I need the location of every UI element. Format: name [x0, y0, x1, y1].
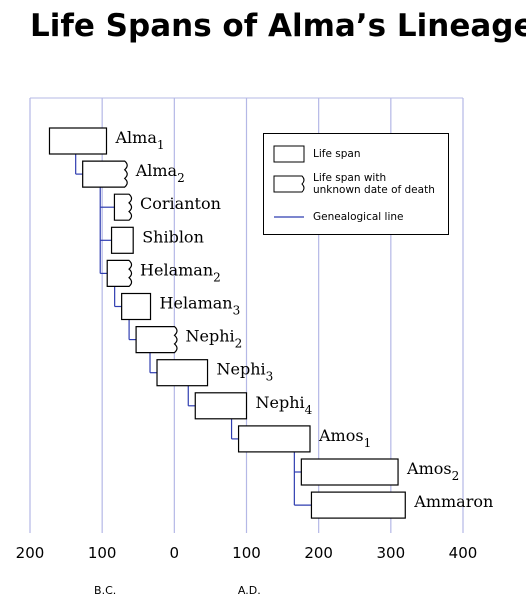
- person-name: Helaman: [140, 260, 213, 279]
- person-name: Shiblon: [142, 227, 204, 246]
- legend: Life span Life span with unknown date of…: [263, 133, 449, 235]
- genealogy: [75, 154, 312, 506]
- legend-swatch: [273, 175, 305, 193]
- life-span-bar: [194, 392, 248, 420]
- life-span-bar: [135, 326, 178, 354]
- person-label: Amos1: [318, 426, 371, 450]
- legend-label: Genealogical line: [313, 211, 404, 223]
- x-tick-label: 0: [170, 544, 180, 562]
- life-span-bar: [82, 160, 128, 188]
- era-label: B.C.: [94, 584, 116, 597]
- person-subscript: 2: [452, 469, 460, 483]
- person-name: Nephi: [256, 393, 305, 412]
- legend-swatch: [273, 145, 305, 163]
- person-subscript: 2: [235, 337, 243, 351]
- person-label: Amos2: [406, 459, 459, 483]
- life-span-bar: [48, 127, 108, 155]
- person-label: Nephi2: [185, 327, 242, 351]
- person-subscript: 2: [177, 171, 185, 185]
- life-span-bar: [106, 259, 133, 287]
- person-name: Nephi: [217, 360, 266, 379]
- x-tick-label: 100: [88, 544, 117, 562]
- x-tick-label: 400: [449, 544, 478, 562]
- person-name: Alma: [114, 128, 157, 147]
- person-label: Corianton: [140, 194, 221, 213]
- life-span-bar: [121, 292, 152, 321]
- legend-label: Life span with unknown date of death: [313, 172, 435, 196]
- x-tick-label: 200: [16, 544, 45, 562]
- era-label: A.D.: [238, 584, 261, 597]
- person-label: Nephi4: [256, 393, 313, 417]
- person-name: Amos: [318, 426, 364, 445]
- life-span-bar: [237, 425, 311, 453]
- person-name: Alma: [135, 161, 178, 180]
- life-span-bar: [113, 193, 133, 221]
- person-label: Helaman3: [160, 294, 241, 318]
- legend-label: Life span: [313, 148, 361, 160]
- x-tick-label: 300: [377, 544, 406, 562]
- person-label: Nephi3: [217, 360, 274, 384]
- chart-title: Life Spans of Alma’s Lineage: [30, 8, 526, 44]
- life-span-bar: [110, 226, 134, 254]
- person-subscript: 2: [213, 270, 221, 284]
- person-subscript: 4: [305, 403, 313, 417]
- person-label: Alma2: [135, 161, 185, 185]
- person-name: Corianton: [140, 194, 221, 213]
- person-name: Amos: [406, 459, 452, 478]
- person-subscript: 3: [266, 370, 274, 384]
- life-span-bar: [300, 458, 399, 486]
- x-tick-label: 200: [304, 544, 333, 562]
- person-name: Helaman: [160, 294, 233, 313]
- person-label: Helaman2: [140, 260, 221, 284]
- person-label: Shiblon: [142, 227, 204, 246]
- x-tick-label: 100: [232, 544, 261, 562]
- legend-swatches: [273, 145, 305, 218]
- person-subscript: 1: [364, 436, 372, 450]
- life-span-bar: [310, 491, 406, 519]
- person-subscript: 1: [157, 138, 165, 152]
- person-name: Ammaron: [413, 492, 493, 511]
- person-label: Alma1: [114, 128, 164, 152]
- person-subscript: 3: [233, 304, 241, 318]
- person-name: Nephi: [185, 327, 234, 346]
- life-span-bar: [156, 359, 209, 387]
- person-label: Ammaron: [413, 492, 493, 511]
